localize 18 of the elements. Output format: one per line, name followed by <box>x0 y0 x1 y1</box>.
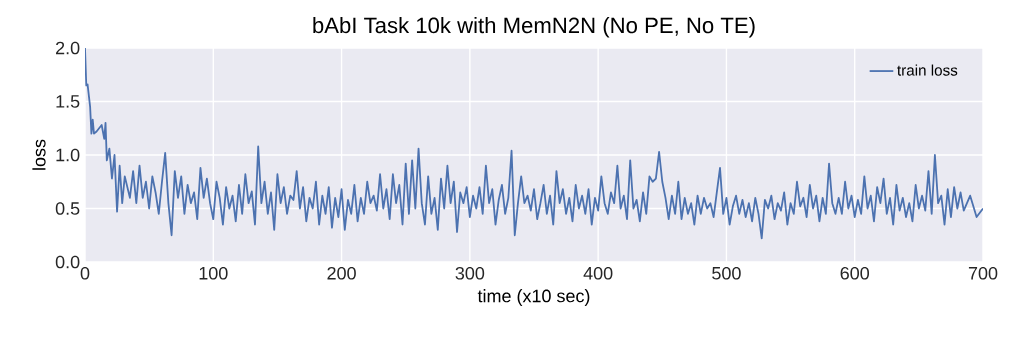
x-tick-label: 100 <box>199 266 228 280</box>
chart-title: bAbI Task 10k with MemN2N (No PE, No TE) <box>313 16 755 38</box>
x-tick-label: 200 <box>327 266 356 280</box>
line-series <box>85 48 983 240</box>
y-tick-label: 0.0 <box>55 255 80 269</box>
x-axis-title: time (x10 sec) <box>477 289 590 306</box>
x-tick-label: 300 <box>455 266 485 280</box>
x-tick-label: 700 <box>968 266 998 280</box>
y-tick-label: 2.0 <box>56 41 80 55</box>
y-axis-title: loss <box>32 139 46 170</box>
x-tick-label: 400 <box>583 266 613 280</box>
y-tick-label: 1.5 <box>56 95 80 108</box>
legend-label: train loss <box>897 64 958 76</box>
x-tick-label: 500 <box>712 266 741 280</box>
y-tick-label: 0.5 <box>55 202 80 215</box>
y-tick-label: 1.0 <box>56 148 80 162</box>
x-tick-label: 600 <box>840 266 870 280</box>
x-tick-label: 0 <box>80 266 90 280</box>
